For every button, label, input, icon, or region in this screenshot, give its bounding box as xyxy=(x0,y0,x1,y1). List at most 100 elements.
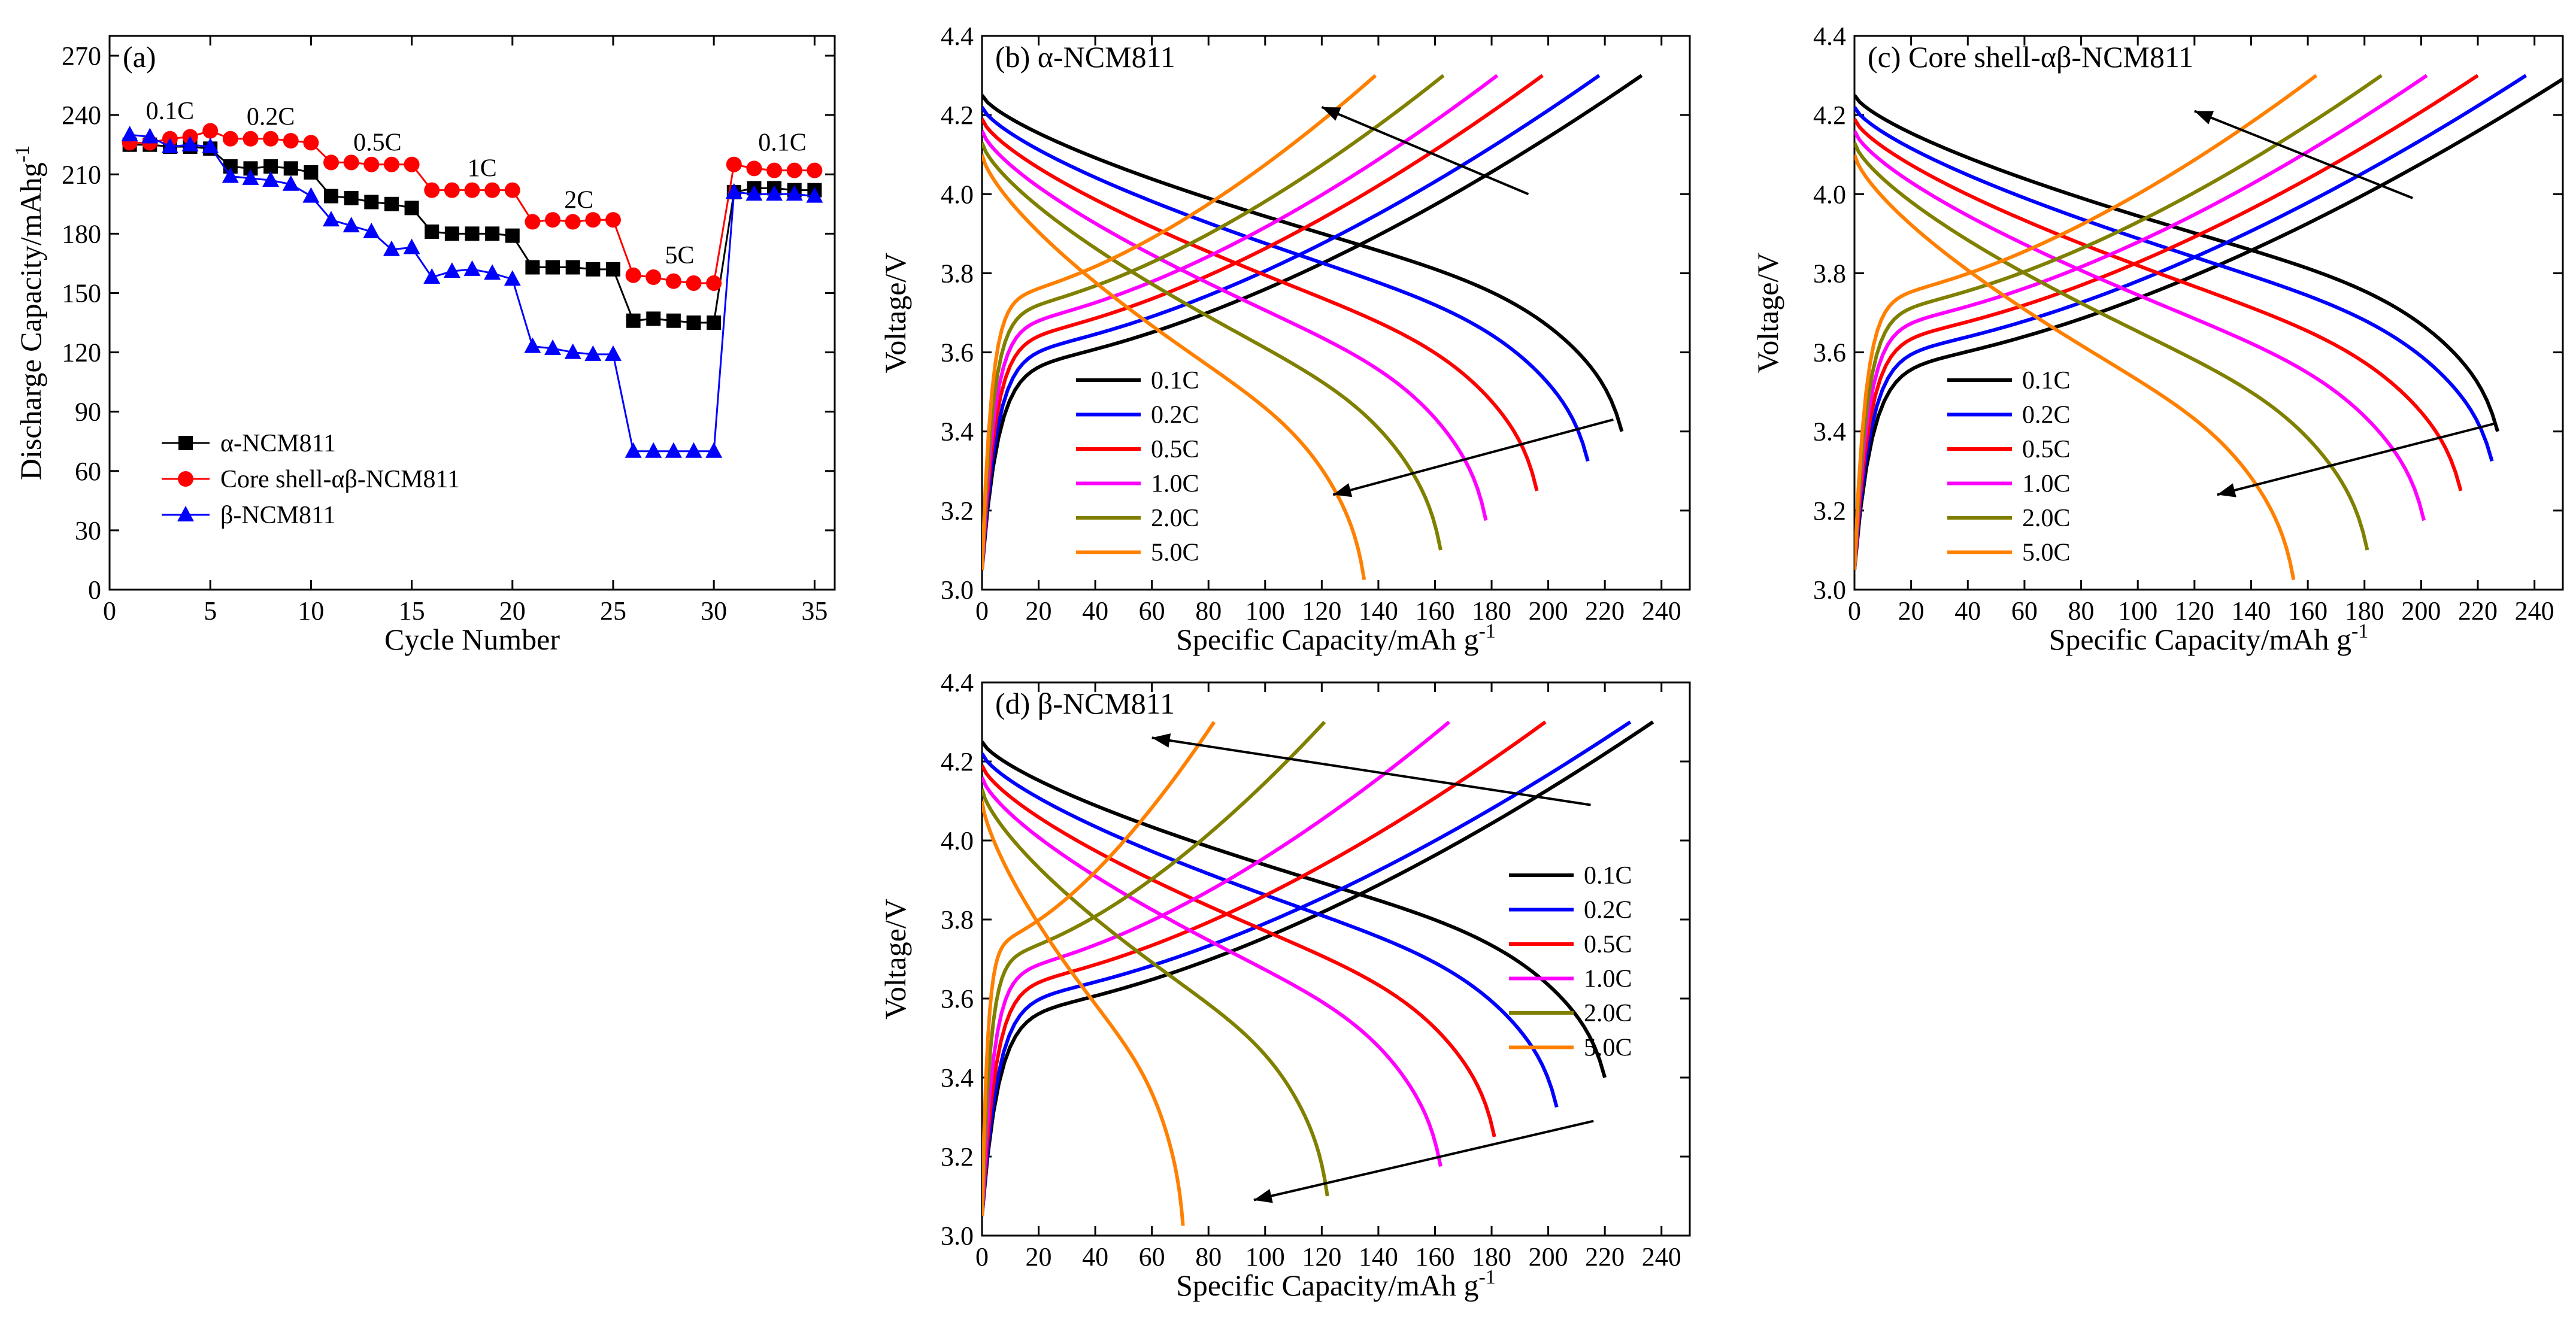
charge-curve xyxy=(982,720,1632,1216)
series-5.0C xyxy=(982,74,1377,581)
charge-curve xyxy=(982,74,1643,571)
x-tick-label: 60 xyxy=(1139,596,1165,626)
x-tick-label: 20 xyxy=(1898,596,1925,626)
x-tick-label: 40 xyxy=(1082,596,1108,626)
x-tick-label: 120 xyxy=(1302,596,1341,626)
discharge-curve xyxy=(982,800,1185,1226)
x-tick-label: 0 xyxy=(1848,596,1861,626)
data-point xyxy=(807,162,823,178)
y-tick-label: 3.4 xyxy=(1813,417,1846,447)
legend-label: 5.0C xyxy=(1151,539,1199,567)
x-axis-title: Specific Capacity/mAh g-1 xyxy=(1176,1266,1496,1302)
x-tick-label: 80 xyxy=(1195,1242,1222,1272)
data-point xyxy=(263,159,278,174)
discharge-curve xyxy=(982,788,1329,1197)
data-point xyxy=(242,169,259,185)
charge-curve xyxy=(982,74,1499,571)
x-tick-label: 120 xyxy=(2175,596,2214,626)
series-1.0C xyxy=(1854,74,2428,571)
trend-arrowhead xyxy=(2217,483,2236,497)
data-point xyxy=(706,275,722,291)
data-point xyxy=(424,182,440,198)
trend-arrowhead xyxy=(1253,1189,1273,1203)
x-tick-label: 240 xyxy=(1642,1242,1681,1272)
trend-arrowhead xyxy=(2194,111,2214,125)
legend-label: 0.1C xyxy=(1584,862,1632,890)
series-2.0C xyxy=(982,720,1329,1216)
charge-curve xyxy=(982,721,1216,1216)
data-point xyxy=(665,442,682,458)
panel-title: (b) α-NCM811 xyxy=(995,40,1175,74)
data-point xyxy=(141,128,159,144)
y-tick-label: 240 xyxy=(62,101,101,130)
x-axis-title-sup: -1 xyxy=(1479,1266,1496,1288)
x-tick-label: 20 xyxy=(1026,1242,1052,1272)
data-point xyxy=(564,343,581,359)
x-tick-label: 15 xyxy=(399,596,425,626)
data-point xyxy=(525,260,540,275)
data-point xyxy=(283,133,299,149)
legend-label: 5.0C xyxy=(1584,1034,1632,1062)
series-0.5C xyxy=(982,74,1544,571)
data-point xyxy=(686,315,701,330)
series-0.2C xyxy=(1854,74,2527,571)
x-tick-label: 80 xyxy=(2068,596,2095,626)
chart-panel-d: 0 20 40 60 80 100 120 140 160 180 200 220 240 3.0 3.2 3… xyxy=(878,668,1691,1302)
y-tick-label: 3.6 xyxy=(1813,338,1846,368)
series-1.0C xyxy=(982,74,1499,571)
data-point xyxy=(786,185,803,201)
x-tick-label: 160 xyxy=(1415,596,1454,626)
charge-curve xyxy=(1854,77,2563,571)
legend-label: 0.1C xyxy=(1151,367,1199,395)
data-point xyxy=(363,156,380,172)
series-5.0C xyxy=(982,721,1216,1226)
legend-label: 2.0C xyxy=(2022,505,2071,532)
charge-curve xyxy=(982,74,1445,571)
data-point xyxy=(464,182,480,198)
discharge-curve xyxy=(1854,154,2296,581)
x-tick-label: 140 xyxy=(1359,1242,1398,1272)
charge-curve xyxy=(982,74,1377,571)
legend-label: 0.5C xyxy=(1584,931,1632,958)
data-point xyxy=(605,212,621,228)
data-point xyxy=(343,217,360,233)
legend-marker xyxy=(178,436,193,450)
data-point xyxy=(423,268,441,284)
y-axis-title: Voltage/V xyxy=(1751,253,1784,374)
x-tick-label: 60 xyxy=(1139,1242,1165,1272)
data-point xyxy=(222,167,239,183)
y-tick-label: 60 xyxy=(75,457,101,486)
plot-frame xyxy=(981,35,1691,591)
legend-label: 1.0C xyxy=(2022,471,2071,498)
x-tick-label: 220 xyxy=(1585,596,1625,626)
trend-arrowhead xyxy=(1151,733,1171,748)
series-1.0C xyxy=(982,720,1451,1216)
rate-label: 0.2C xyxy=(247,104,295,131)
legend-label: β-NCM811 xyxy=(220,502,336,529)
y-tick-label: 0 xyxy=(88,575,101,605)
y-tick-label: 4.4 xyxy=(941,22,974,51)
charge-curve xyxy=(982,74,1601,571)
x-tick-label: 160 xyxy=(1415,1242,1454,1272)
x-tick-label: 20 xyxy=(1026,596,1052,626)
y-tick-label: 3.4 xyxy=(941,417,974,447)
y-tick-label: 4.0 xyxy=(941,180,974,209)
y-tick-label: 270 xyxy=(62,41,101,71)
data-point xyxy=(766,185,783,201)
x-tick-label: 0 xyxy=(103,596,116,626)
series-0.2C xyxy=(982,74,1601,571)
trend-arrow xyxy=(1151,736,1591,806)
data-point xyxy=(705,442,723,458)
plot-frame xyxy=(108,35,836,591)
data-point xyxy=(282,175,299,191)
chart-panel-a: 0 5 10 15 20 25 30 35 0 30 60 90 120 150 180 210 240 270 C… xyxy=(11,35,836,656)
data-point xyxy=(505,228,520,243)
discharge-curve xyxy=(982,106,1590,462)
y-tick-label: 3.8 xyxy=(1813,259,1846,288)
data-point xyxy=(665,273,681,289)
x-tick-label: 5 xyxy=(204,596,217,626)
y-tick-label: 3.8 xyxy=(941,905,974,934)
discharge-curve xyxy=(1854,130,2426,521)
data-point xyxy=(565,260,580,275)
legend-label: 2.0C xyxy=(1584,1000,1632,1027)
